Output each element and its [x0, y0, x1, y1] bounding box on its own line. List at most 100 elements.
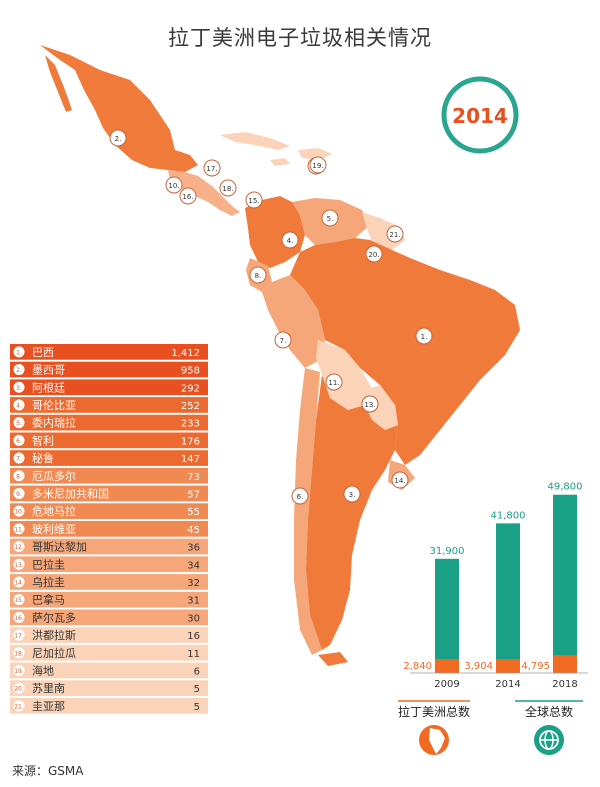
latin-america-map: 1.2.3.4.5.6.7.8.9.10.11.12.13.14.15.16.1… — [40, 45, 520, 666]
table-value: 11 — [187, 649, 200, 660]
table-rank: 15. — [14, 597, 24, 604]
table-country: 巴西 — [32, 346, 54, 359]
bar-latam-label: 4,795 — [521, 661, 550, 672]
table-value: 5 — [194, 684, 200, 695]
table-rank: 16. — [14, 615, 24, 622]
map-marker: 17. — [203, 159, 221, 177]
map-marker: 18. — [219, 179, 237, 197]
map-marker-label: 4. — [287, 237, 294, 245]
table-rank: 17. — [14, 633, 24, 640]
table-country: 哥伦比亚 — [32, 398, 76, 412]
table-country: 墨西哥 — [32, 364, 65, 377]
map-marker: 3. — [343, 485, 361, 503]
table-country: 多米尼加共和国 — [32, 486, 109, 500]
table-country: 危地马拉 — [32, 504, 76, 518]
map-marker-label: 16. — [182, 193, 193, 201]
table-rank: 3. — [16, 385, 22, 392]
map-central-america — [168, 170, 240, 216]
map-marker-label: 2. — [115, 135, 122, 143]
map-marker-label: 6. — [297, 493, 304, 501]
map-marker-label: 18. — [222, 185, 233, 193]
map-marker-label: 15. — [248, 197, 259, 205]
map-brazil — [290, 238, 520, 465]
table-row: 11. 玻利维亚 45 — [10, 521, 208, 537]
south-america-globe-icon — [419, 725, 449, 755]
table-row: 9. 多米尼加共和国 57 — [10, 485, 208, 502]
bar-global-label: 31,900 — [430, 546, 465, 557]
map-marker: 14. — [391, 471, 409, 489]
map-marker-label: 13. — [364, 401, 375, 409]
table-value: 73 — [187, 472, 200, 483]
table-row: 2. 墨西哥 958 — [10, 361, 208, 378]
table-row: 17. 洪都拉斯 16 — [10, 627, 208, 643]
table-row: 1. 巴西 1,412 — [10, 344, 208, 360]
map-marker: 21. — [386, 225, 404, 243]
map-marker: 2. — [109, 129, 127, 147]
table-value: 45 — [187, 525, 200, 536]
table-row: 3. 阿根廷 292 — [10, 379, 208, 396]
map-marker-label: 19. — [312, 162, 323, 170]
table-value: 30 — [187, 613, 200, 624]
table-value: 31 — [187, 596, 200, 607]
map-marker-label: 1. — [421, 333, 428, 341]
table-value: 1,412 — [171, 348, 200, 359]
bar-latam — [496, 659, 520, 673]
table-country: 哥斯达黎加 — [32, 540, 87, 554]
map-cuba — [220, 132, 290, 150]
table-row: 6. 智利 176 — [10, 432, 208, 449]
map-marker-label: 7. — [280, 337, 287, 345]
table-row: 21. 圭亚那 5 — [10, 698, 208, 714]
table-value: 55 — [187, 507, 200, 518]
table-value: 34 — [187, 560, 200, 571]
table-row: 8. 厄瓜多尔 73 — [10, 467, 208, 484]
table-country: 厄瓜多尔 — [32, 469, 76, 483]
table-country: 阿根廷 — [32, 380, 65, 394]
table-country: 海地 — [32, 663, 54, 677]
table-rank: 12. — [14, 544, 24, 551]
table-rank: 14. — [14, 579, 24, 586]
table-rank: 1. — [16, 349, 22, 356]
table-row: 19. 海地 6 — [10, 662, 208, 679]
table-rank: 5. — [16, 420, 22, 427]
map-chile — [294, 368, 322, 655]
bar-latam-label: 3,904 — [464, 661, 493, 672]
map-marker-label: 17. — [206, 165, 217, 173]
table-rank: 2. — [16, 367, 22, 374]
map-marker-label: 11. — [328, 379, 339, 387]
table-value: 36 — [187, 543, 200, 554]
table-row: 20. 苏里南 5 — [10, 680, 208, 696]
x-tick-label: 2014 — [495, 679, 520, 690]
table-row: 5. 委内瑞拉 233 — [10, 414, 208, 431]
map-baja — [45, 55, 72, 112]
map-bolivia — [316, 340, 372, 410]
map-marker-label: 8. — [255, 272, 262, 280]
map-marker: 13. — [361, 395, 379, 413]
table-rank: 11. — [14, 526, 24, 533]
legend-global-label: 全球总数 — [525, 704, 573, 719]
table-rank: 6. — [16, 438, 22, 445]
table-value: 292 — [181, 383, 200, 394]
bar-global — [496, 523, 520, 659]
table-row: 4. 哥伦比亚 252 — [10, 397, 208, 413]
map-mexico — [40, 45, 198, 172]
country-ranking-table: 1. 巴西 1,412 2. 墨西哥 958 3. 阿根廷 292 4. 哥伦比亚 252 5. 委内瑞拉… — [10, 344, 208, 714]
table-rank: 7. — [16, 456, 22, 463]
map-marker: 11. — [325, 373, 343, 391]
table-country: 圭亚那 — [32, 700, 65, 713]
table-country: 巴拿马 — [32, 593, 65, 607]
table-country: 巴拉圭 — [32, 557, 65, 571]
x-tick-label: 2009 — [434, 679, 459, 690]
map-colombia — [245, 196, 305, 268]
table-value: 6 — [194, 666, 200, 677]
page-title: 拉丁美洲电子垃圾相关情况 — [168, 26, 432, 50]
map-marker: 7. — [274, 331, 292, 349]
table-rank: 8. — [16, 473, 22, 480]
table-country: 萨尔瓦多 — [32, 610, 76, 624]
map-marker: 4. — [281, 231, 299, 249]
table-value: 147 — [181, 454, 200, 465]
map-marker: 20. — [365, 245, 383, 263]
bar-global — [553, 494, 577, 656]
globe-icon — [534, 725, 564, 755]
map-marker: 10. — [165, 176, 183, 194]
